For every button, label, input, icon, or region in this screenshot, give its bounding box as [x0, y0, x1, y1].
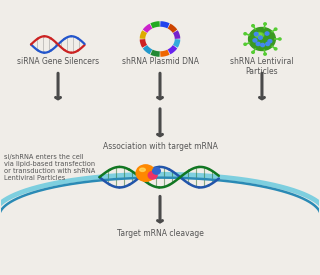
Text: shRNA Lentiviral
Particles: shRNA Lentiviral Particles — [230, 57, 294, 76]
Circle shape — [274, 48, 277, 50]
Circle shape — [252, 25, 254, 27]
Circle shape — [265, 32, 269, 35]
Circle shape — [264, 53, 266, 55]
Circle shape — [278, 38, 281, 40]
Circle shape — [259, 36, 262, 39]
Circle shape — [249, 28, 275, 51]
Ellipse shape — [140, 168, 145, 171]
Circle shape — [136, 165, 155, 181]
Circle shape — [256, 42, 260, 46]
Circle shape — [153, 167, 160, 174]
Text: Association with target mRNA: Association with target mRNA — [103, 142, 217, 151]
Circle shape — [252, 51, 254, 53]
Text: si/shRNA enters the cell
via lipid-based transfection
or transduction with shRNA: si/shRNA enters the cell via lipid-based… — [4, 154, 95, 181]
Circle shape — [148, 171, 157, 179]
Circle shape — [268, 40, 272, 43]
Circle shape — [261, 43, 265, 47]
Circle shape — [274, 28, 277, 30]
Text: Target mRNA cleavage: Target mRNA cleavage — [116, 229, 204, 238]
Circle shape — [244, 43, 246, 45]
Text: siRNA Gene Silencers: siRNA Gene Silencers — [17, 57, 99, 66]
Ellipse shape — [152, 169, 158, 172]
Circle shape — [244, 33, 246, 35]
Circle shape — [254, 32, 258, 36]
Circle shape — [266, 42, 270, 46]
Circle shape — [264, 23, 266, 25]
Ellipse shape — [257, 34, 262, 37]
Text: shRNA Plasmid DNA: shRNA Plasmid DNA — [122, 57, 198, 66]
Circle shape — [253, 39, 257, 42]
Ellipse shape — [255, 32, 264, 38]
